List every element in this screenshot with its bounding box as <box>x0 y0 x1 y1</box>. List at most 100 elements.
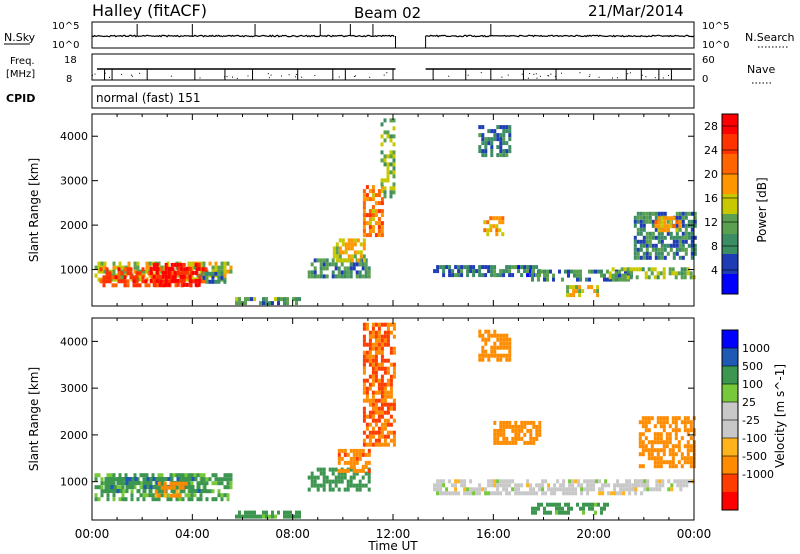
power-cell <box>386 166 390 171</box>
power-cell <box>164 270 168 275</box>
vel-cell <box>532 436 536 441</box>
vel-cell <box>502 345 506 350</box>
vel-cell <box>508 440 512 445</box>
vel-cell <box>526 428 530 433</box>
power-cell <box>654 235 658 240</box>
power-colorbar-label: Power [dB] <box>755 177 769 242</box>
power-cell <box>392 158 396 163</box>
vel-cell <box>659 424 663 429</box>
vel-cell <box>362 370 366 375</box>
vel-cell <box>448 479 452 484</box>
vel-cell <box>118 473 122 478</box>
vel-cell <box>172 493 176 498</box>
power-cell <box>368 197 372 202</box>
vel-cell <box>386 406 390 411</box>
vel-cell <box>100 485 104 490</box>
vel-cell <box>371 358 375 363</box>
vel-cell <box>349 483 353 488</box>
power-cell <box>645 211 649 216</box>
power-cell <box>383 178 387 183</box>
vel-cell <box>374 410 378 415</box>
vel-cell <box>211 489 215 494</box>
vel-cell <box>374 374 378 379</box>
power-cell <box>531 277 534 282</box>
vel-cell <box>487 337 491 342</box>
power-cell <box>374 233 378 238</box>
vel-cell <box>364 460 368 465</box>
power-cell <box>176 282 180 287</box>
vel-cell <box>484 337 488 342</box>
vel-cell <box>130 489 134 494</box>
power-cell <box>496 133 500 138</box>
vel-cell <box>514 483 518 488</box>
power-cell <box>487 137 491 142</box>
power-colorbar-swatch <box>722 174 738 194</box>
power-cell <box>483 220 487 225</box>
power-cell <box>517 265 521 270</box>
power-cell <box>608 275 612 280</box>
velocity-colorbar-swatch <box>722 474 738 492</box>
power-cell <box>350 242 354 247</box>
power-cell <box>486 220 490 225</box>
vel-cell <box>383 402 387 407</box>
vel-cell <box>383 394 387 399</box>
vel-cell <box>106 493 110 498</box>
vel-cell <box>389 374 393 379</box>
vel-cell <box>191 489 195 493</box>
vel-cell <box>481 487 485 492</box>
power-cell <box>171 275 175 280</box>
power-cell <box>226 261 230 266</box>
vel-cell <box>340 448 344 453</box>
power-cell <box>358 274 362 279</box>
power-cell <box>693 223 697 228</box>
vel-cell <box>541 487 545 492</box>
vel-cell <box>361 475 365 480</box>
power-cell <box>693 211 697 216</box>
vel-cell <box>362 366 366 371</box>
vel-cell <box>616 479 620 484</box>
power-cell <box>639 211 643 216</box>
power-cell <box>478 265 482 270</box>
vel-scatter-region <box>433 479 647 496</box>
vel-cell <box>203 489 207 493</box>
vel-cell <box>671 452 675 457</box>
power-cell <box>170 266 174 271</box>
power-cell <box>561 277 564 282</box>
vel-cell <box>547 487 551 492</box>
power-cell <box>596 293 600 298</box>
vel-cell <box>352 460 356 465</box>
vel-cell <box>662 416 666 421</box>
vel-cell <box>383 418 387 423</box>
power-cell <box>389 138 393 143</box>
power-cell <box>383 190 387 195</box>
vel-cell <box>389 386 393 391</box>
vel-cell <box>286 514 289 519</box>
power-cell <box>663 255 667 260</box>
vel-cell <box>541 491 545 496</box>
power-cell <box>105 271 109 276</box>
vel-cell <box>371 394 375 399</box>
nsky-trace <box>91 24 695 48</box>
power-cell <box>389 134 393 139</box>
power-cell <box>606 269 609 274</box>
power-cell <box>350 258 354 263</box>
vel-cell <box>94 473 98 478</box>
vel-cell <box>433 483 437 488</box>
vel-cell <box>202 481 206 486</box>
vel-cell <box>175 485 179 490</box>
power-cell <box>223 273 227 278</box>
vel-cell <box>508 357 512 362</box>
vel-cell <box>493 333 497 338</box>
vel-cell <box>383 338 387 343</box>
power-cell <box>669 243 673 248</box>
velocity-colorbar-swatch <box>722 384 738 402</box>
power-cell <box>149 270 153 275</box>
power-cell <box>115 265 119 270</box>
power-cell <box>368 229 372 234</box>
vel-cell <box>188 477 192 481</box>
vel-cell <box>493 329 497 334</box>
power-cell <box>359 254 363 259</box>
power-cell <box>475 269 479 274</box>
velocity-y-label: Slant Range [km] <box>27 367 41 471</box>
